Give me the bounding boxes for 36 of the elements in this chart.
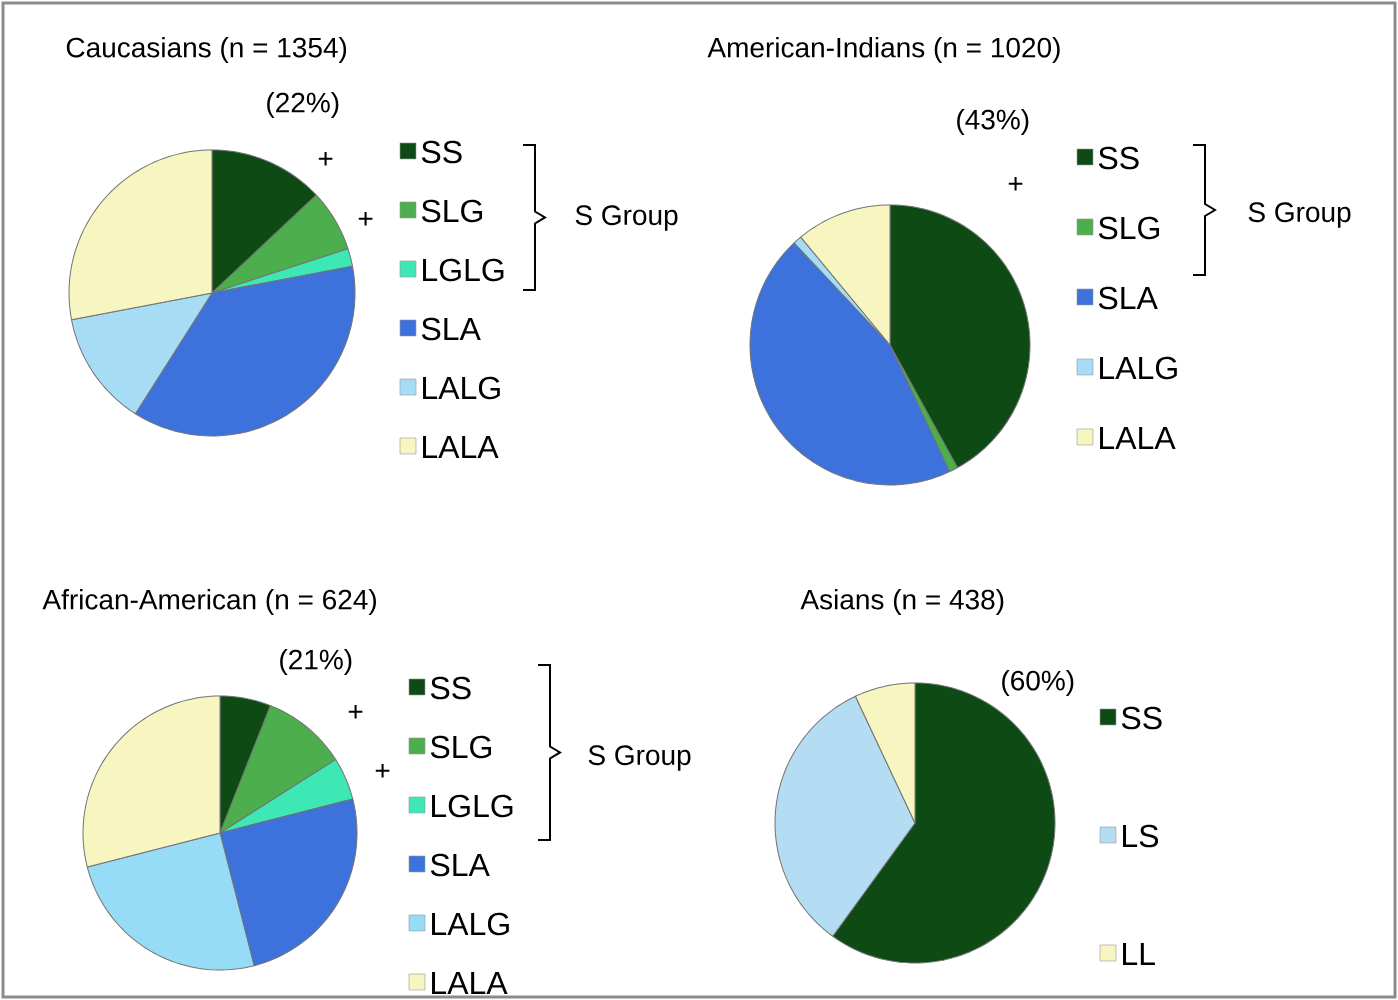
- text: +: [1008, 176, 1023, 191]
- legend-label: LALA: [1100, 426, 1176, 449]
- chart-title: Caucasians (n = 1354): [66, 36, 347, 64]
- text: +: [375, 763, 390, 778]
- legend-label: SLA: [421, 317, 481, 341]
- legend-label: LGLG: [432, 794, 513, 818]
- legend-label: LALG: [432, 912, 509, 936]
- legend-label: LS: [1123, 824, 1159, 848]
- text: S Group: [1248, 202, 1351, 228]
- legend-label: SS: [421, 140, 462, 164]
- text: (60%): [1002, 669, 1074, 697]
- chart-title: American-Indians (n = 1020): [707, 36, 1060, 64]
- legend-label: SLG: [1098, 216, 1160, 240]
- text: S Group: [575, 205, 678, 231]
- legend-label: SLA: [430, 853, 490, 877]
- text: (22%): [267, 91, 339, 119]
- legend-label: LALG: [423, 376, 500, 400]
- text: S Group: [588, 745, 691, 771]
- text: (43%): [957, 108, 1029, 136]
- legend-label: SS: [1121, 706, 1162, 730]
- legend-label: SS: [1098, 146, 1139, 170]
- text: (21%): [280, 648, 352, 676]
- chart-title: Asians (n = 438): [800, 588, 1004, 616]
- legend-label: SLA: [1098, 286, 1158, 310]
- text: +: [348, 704, 363, 719]
- chart-title: African-American (n = 624): [42, 588, 376, 616]
- legend-label: LGLG: [423, 258, 504, 282]
- legend-label: LALA: [432, 971, 508, 994]
- legend-label: LL: [1123, 942, 1155, 965]
- legend-label: SLG: [421, 199, 483, 223]
- text: +: [318, 151, 333, 166]
- legend-label: SS: [430, 676, 471, 700]
- text: +: [358, 211, 373, 226]
- legend-label: LALA: [423, 435, 499, 458]
- legend-label: SLG: [430, 735, 492, 759]
- legend-label: LALG: [1100, 356, 1177, 380]
